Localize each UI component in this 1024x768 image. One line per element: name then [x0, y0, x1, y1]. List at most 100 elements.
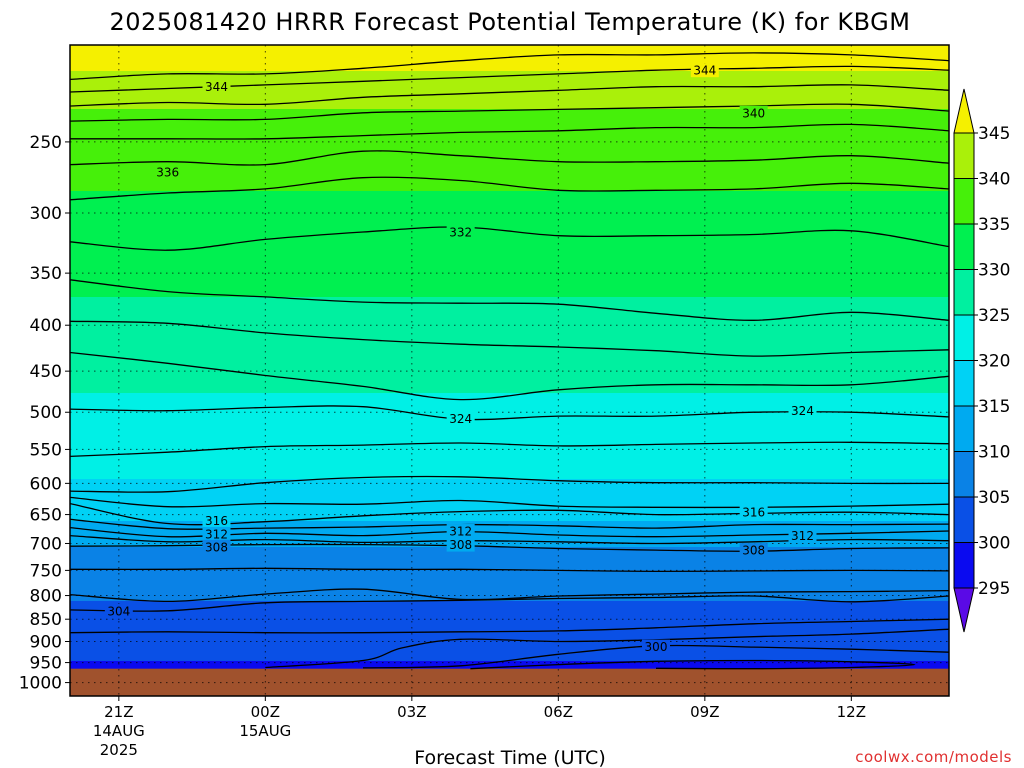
theta-band [70, 629, 949, 632]
theta-band [70, 627, 949, 630]
theta-band [70, 293, 949, 296]
theta-band [70, 537, 949, 540]
contour-336 [70, 150, 949, 166]
theta-band [70, 453, 949, 456]
theta-band [70, 151, 949, 154]
theta-band [70, 171, 949, 174]
theta-band [70, 329, 949, 332]
theta-band [70, 617, 949, 620]
theta-band [70, 373, 949, 376]
theta-band [70, 83, 949, 86]
theta-band [70, 257, 949, 260]
contour-340 [70, 103, 949, 122]
contour-label: 332 [446, 225, 475, 240]
theta-band [70, 389, 949, 392]
theta-band [70, 463, 949, 466]
contour-label: 300 [642, 639, 670, 654]
theta-band [70, 307, 949, 310]
theta-band [70, 347, 949, 350]
theta-band [70, 85, 949, 88]
y-tick-label: 400 [30, 316, 62, 336]
theta-band [70, 583, 949, 586]
theta-band [70, 497, 949, 500]
theta-band [70, 169, 949, 172]
theta-band [70, 367, 949, 370]
theta-band [70, 333, 949, 336]
theta-band [70, 379, 949, 382]
contour-label-text: 316 [205, 514, 228, 528]
theta-band [70, 387, 949, 390]
theta-band [70, 55, 949, 58]
theta-band [70, 603, 949, 606]
theta-band [70, 303, 949, 306]
theta-band [70, 521, 949, 524]
theta-band [70, 99, 949, 102]
theta-band [70, 189, 949, 192]
theta-band [70, 165, 949, 168]
y-tick-label: 250 [30, 133, 62, 153]
theta-band [70, 579, 949, 582]
theta-band [70, 185, 949, 188]
theta-band [70, 313, 949, 316]
theta-band [70, 73, 949, 76]
theta-band [70, 595, 949, 598]
contour-label-text: 308 [742, 544, 765, 558]
theta-band [70, 491, 949, 494]
theta-band [70, 149, 949, 152]
colorbar-tick-label: 310 [978, 443, 1010, 463]
colorbar-bin [953, 496, 975, 543]
theta-band [70, 483, 949, 486]
theta-band [70, 513, 949, 516]
theta-band [70, 575, 949, 578]
theta-band [70, 309, 949, 312]
theta-band [70, 181, 949, 184]
theta-band [70, 615, 949, 618]
theta-band [70, 201, 949, 204]
theta-band [70, 621, 949, 624]
contour-label-text: 344 [205, 80, 228, 94]
contour-label-bg [202, 513, 231, 528]
theta-fill [70, 45, 949, 696]
contour-label: 312 [788, 528, 817, 543]
contour-label-bg [739, 105, 768, 120]
contour-label-bg [202, 79, 231, 94]
y-tick-label: 650 [30, 506, 62, 526]
colorbar-bin [953, 178, 975, 225]
theta-band [70, 515, 949, 518]
y-tick-label: 550 [30, 440, 62, 460]
theta-band [70, 355, 949, 358]
theta-band [70, 179, 949, 182]
theta-band [70, 563, 949, 566]
theta-band [70, 451, 949, 454]
theta-band [70, 119, 949, 122]
theta-band [70, 193, 949, 196]
theta-band [70, 117, 949, 120]
theta-band [70, 501, 949, 504]
theta-band [70, 581, 949, 584]
theta-band [70, 401, 949, 404]
contour-label-text: 340 [742, 106, 765, 120]
theta-band [70, 245, 949, 248]
theta-band [70, 653, 949, 656]
theta-band [70, 263, 949, 266]
theta-band [70, 71, 949, 74]
theta-band [70, 325, 949, 328]
colorbar-bin [953, 269, 975, 316]
theta-band [70, 507, 949, 510]
theta-band [70, 493, 949, 496]
theta-band [70, 663, 949, 666]
theta-band [70, 487, 949, 490]
theta-band [70, 159, 949, 162]
theta-band [70, 49, 949, 52]
theta-band [70, 233, 949, 236]
theta-band [70, 269, 949, 272]
contour-label: 308 [739, 543, 768, 558]
contour-label-bg [446, 411, 475, 426]
contour-label-bg [104, 603, 133, 618]
theta-band [70, 335, 949, 338]
contour-label-text: 332 [449, 226, 472, 240]
credit-text: coolwx.com/models [855, 748, 1012, 766]
contour-label-bg [739, 543, 768, 558]
theta-band [70, 213, 949, 216]
theta-band [70, 161, 949, 164]
